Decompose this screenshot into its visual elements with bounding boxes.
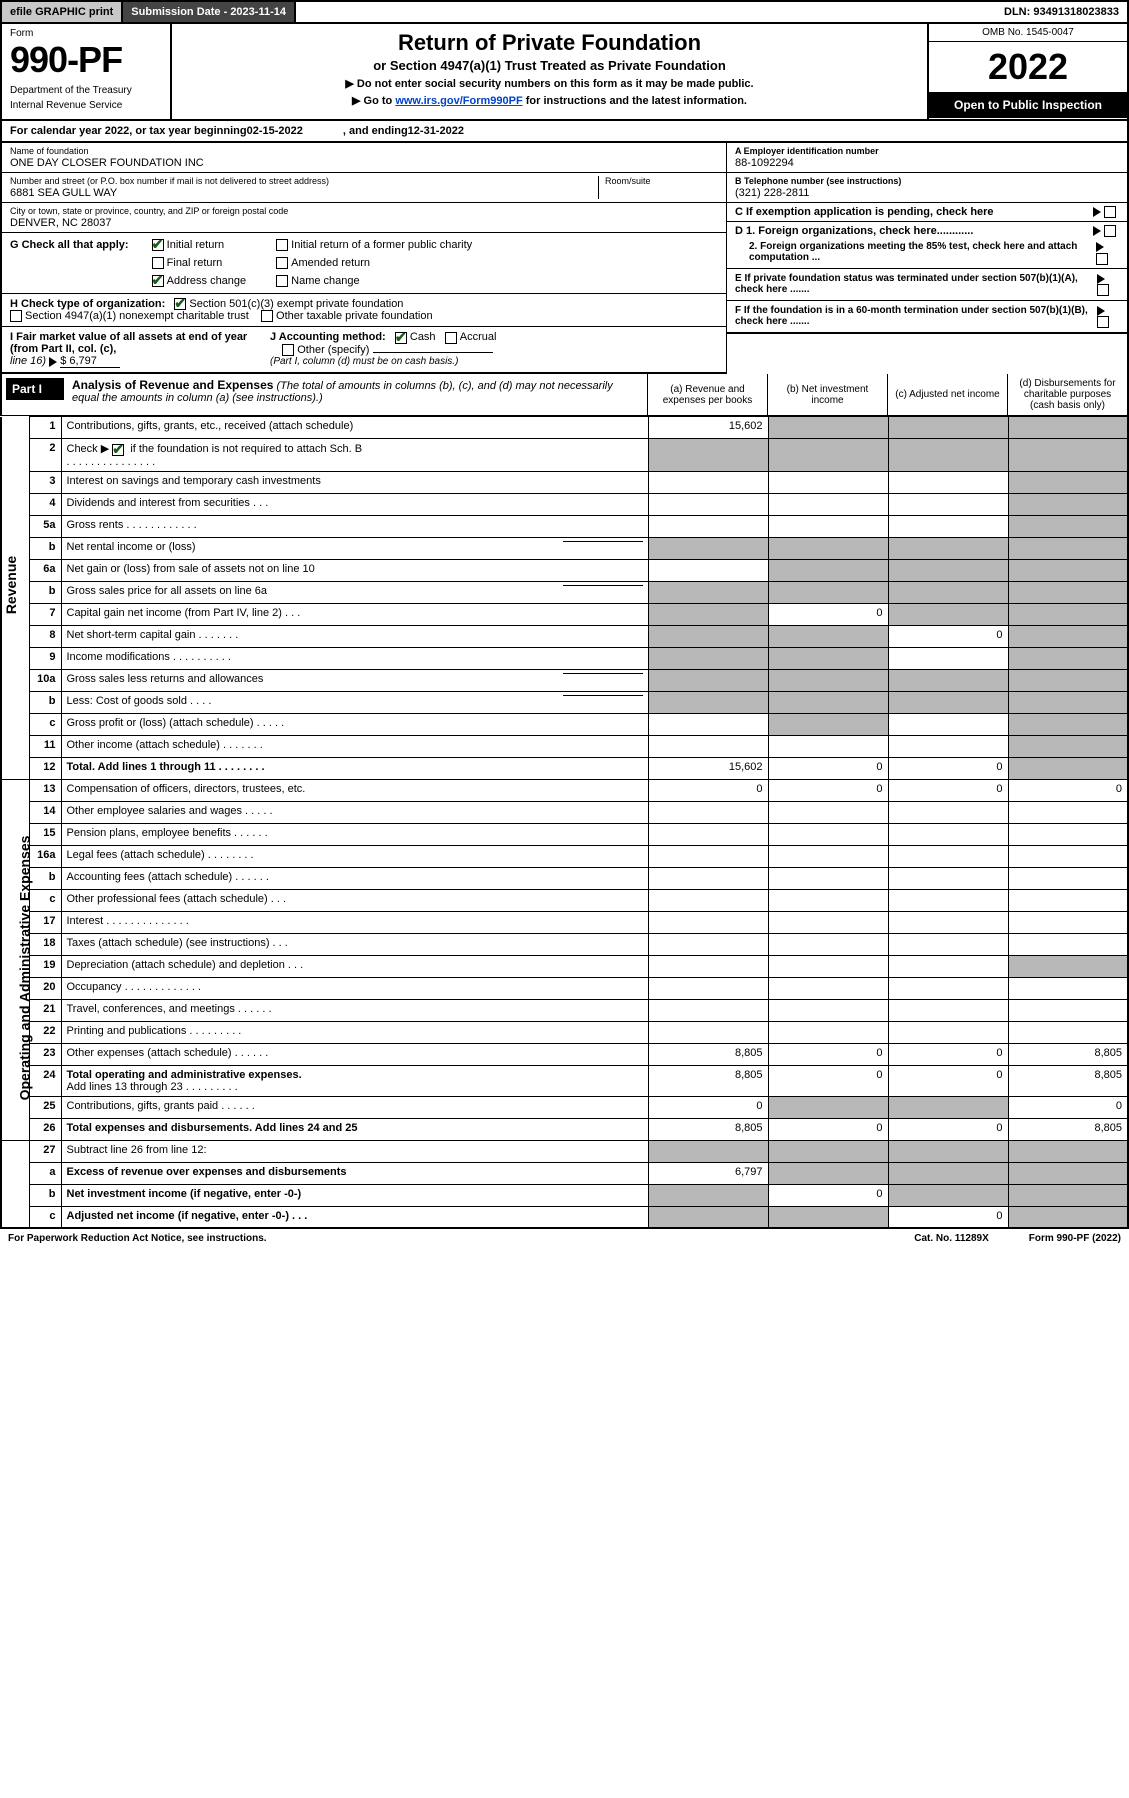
arrow-icon xyxy=(1097,274,1105,284)
f-checkbox[interactable] xyxy=(1097,316,1109,328)
other-method-checkbox[interactable] xyxy=(282,344,294,356)
col-c-header: (c) Adjusted net income xyxy=(887,374,1007,415)
title-block: Return of Private Foundation or Section … xyxy=(172,24,927,119)
part1-table: Revenue 1Contributions, gifts, grants, e… xyxy=(0,416,1129,1229)
form-note2: ▶ Go to www.irs.gov/Form990PF for instru… xyxy=(182,94,917,107)
name-label: Name of foundation xyxy=(10,146,718,156)
year-block: OMB No. 1545-0047 2022 Open to Public In… xyxy=(927,24,1127,119)
efile-label: efile GRAPHIC print xyxy=(2,2,123,22)
city-label: City or town, state or province, country… xyxy=(10,206,718,216)
footer: For Paperwork Reduction Act Notice, see … xyxy=(0,1229,1129,1248)
omb-number: OMB No. 1545-0047 xyxy=(929,24,1127,42)
form-title: Return of Private Foundation xyxy=(182,30,917,56)
arrow-icon xyxy=(1093,226,1101,236)
room-label: Room/suite xyxy=(605,176,718,186)
e-label: E If private foundation status was termi… xyxy=(735,273,1078,295)
part1-header: Part I Analysis of Revenue and Expenses … xyxy=(0,374,1129,416)
form-subtitle: or Section 4947(a)(1) Trust Treated as P… xyxy=(182,58,917,73)
calendar-row: For calendar year 2022, or tax year begi… xyxy=(0,121,1129,143)
paperwork-notice: For Paperwork Reduction Act Notice, see … xyxy=(8,1233,267,1244)
part1-title: Analysis of Revenue and Expenses (The to… xyxy=(64,374,647,415)
c-checkbox[interactable] xyxy=(1104,206,1116,218)
h-check-row: H Check type of organization: Section 50… xyxy=(2,294,726,327)
schb-checkbox[interactable] xyxy=(112,444,124,456)
d1-checkbox[interactable] xyxy=(1104,225,1116,237)
city-value: DENVER, NC 28037 xyxy=(10,217,718,229)
j-note: (Part I, column (d) must be on cash basi… xyxy=(270,356,718,367)
col-a-header: (a) Revenue and expenses per books xyxy=(647,374,767,415)
part1-label: Part I xyxy=(6,378,64,400)
year-end: 12-31-2022 xyxy=(408,125,464,137)
d1-label: D 1. Foreign organizations, check here..… xyxy=(735,225,973,237)
initial-return-checkbox[interactable] xyxy=(152,239,164,251)
revenue-side-label: Revenue xyxy=(3,556,19,614)
addr-label: Number and street (or P.O. box number if… xyxy=(10,176,598,186)
dln-label: DLN: 93491318023833 xyxy=(996,2,1127,22)
top-bar: efile GRAPHIC print Submission Date - 20… xyxy=(0,0,1129,24)
address-change-checkbox[interactable] xyxy=(152,275,164,287)
c-label: C If exemption application is pending, c… xyxy=(735,206,994,218)
form-number: 990-PF xyxy=(10,39,162,81)
d2-checkbox[interactable] xyxy=(1096,253,1108,265)
cash-checkbox[interactable] xyxy=(395,332,407,344)
year-begin: 02-15-2022 xyxy=(247,125,303,137)
final-return-checkbox[interactable] xyxy=(152,257,164,269)
accrual-checkbox[interactable] xyxy=(445,332,457,344)
arrow-icon xyxy=(1093,207,1101,217)
arrow-icon xyxy=(49,357,57,367)
form-note1: ▶ Do not enter social security numbers o… xyxy=(182,77,917,90)
info-block: Name of foundation ONE DAY CLOSER FOUNDA… xyxy=(0,143,1129,374)
phone-label: B Telephone number (see instructions) xyxy=(735,176,901,186)
opex-side-label: Operating and Administrative Expenses xyxy=(16,835,32,1100)
g-check-row: G Check all that apply: Initial return I… xyxy=(2,233,726,294)
foundation-name: ONE DAY CLOSER FOUNDATION INC xyxy=(10,157,718,169)
form-id-block: Form 990-PF Department of the Treasury I… xyxy=(2,24,172,119)
col-d-header: (d) Disbursements for charitable purpose… xyxy=(1007,374,1127,415)
form-header: Form 990-PF Department of the Treasury I… xyxy=(0,24,1129,121)
form990pf-link[interactable]: www.irs.gov/Form990PF xyxy=(395,95,522,107)
dept-line1: Department of the Treasury xyxy=(10,85,162,96)
arrow-icon xyxy=(1096,242,1104,252)
form-word: Form xyxy=(10,28,162,39)
d2-label: 2. Foreign organizations meeting the 85%… xyxy=(749,241,1077,263)
name-change-checkbox[interactable] xyxy=(276,275,288,287)
501c3-checkbox[interactable] xyxy=(174,298,186,310)
addr-value: 6881 SEA GULL WAY xyxy=(10,187,598,199)
tax-year: 2022 xyxy=(929,42,1127,92)
4947a1-checkbox[interactable] xyxy=(10,310,22,322)
col-b-header: (b) Net investment income xyxy=(767,374,887,415)
amended-return-checkbox[interactable] xyxy=(276,257,288,269)
arrow-icon xyxy=(1097,306,1105,316)
initial-former-checkbox[interactable] xyxy=(276,239,288,251)
form-ref: Form 990-PF (2022) xyxy=(1029,1233,1121,1244)
phone-value: (321) 228-2811 xyxy=(735,187,1119,199)
open-inspection: Open to Public Inspection xyxy=(929,92,1127,118)
ein-label: A Employer identification number xyxy=(735,146,879,156)
ein-value: 88-1092294 xyxy=(735,157,1119,169)
submission-date: Submission Date - 2023-11-14 xyxy=(123,2,296,22)
i-j-row: I Fair market value of all assets at end… xyxy=(2,327,726,374)
other-taxable-checkbox[interactable] xyxy=(261,310,273,322)
f-label: F If the foundation is in a 60-month ter… xyxy=(735,305,1088,327)
e-checkbox[interactable] xyxy=(1097,284,1109,296)
dept-line2: Internal Revenue Service xyxy=(10,100,162,111)
cat-no: Cat. No. 11289X xyxy=(914,1233,988,1244)
fmv-value: $ 6,797 xyxy=(60,355,120,368)
